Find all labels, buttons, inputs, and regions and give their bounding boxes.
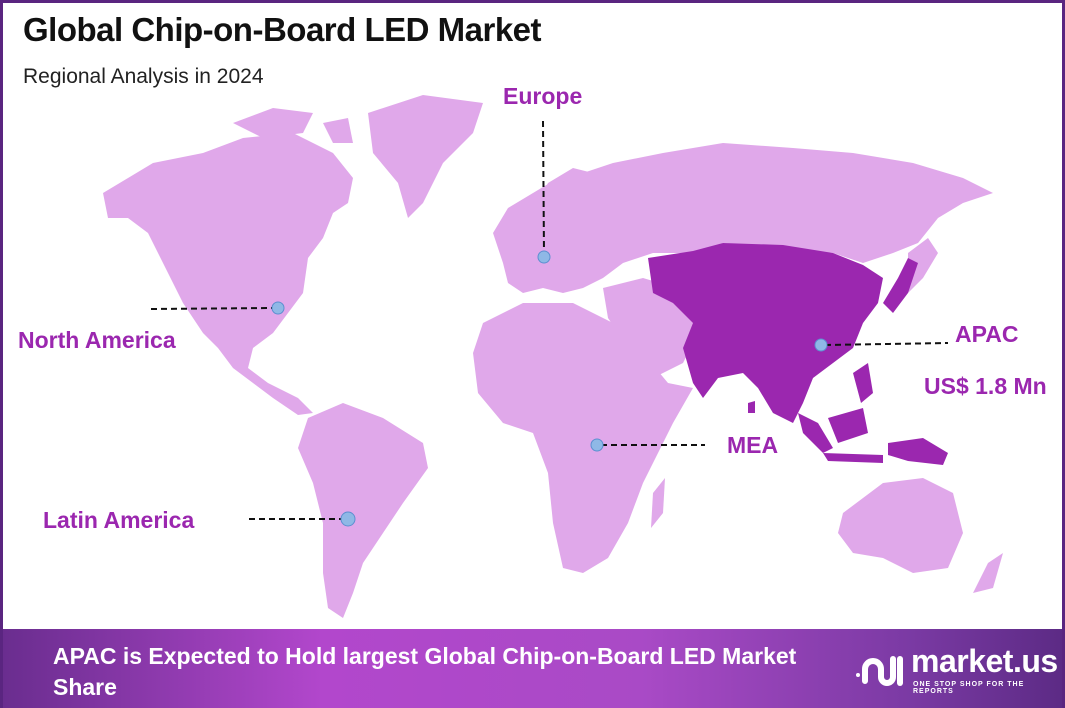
footer-banner: APAC is Expected to Hold largest Global … (3, 629, 1062, 708)
apac-marker[interactable] (814, 338, 828, 352)
apac-market-value: US$ 1.8 Mn (924, 373, 1047, 399)
label-north-america: North America (18, 327, 176, 353)
leader-lines (150, 120, 949, 520)
label-apac: APAC (955, 321, 1019, 347)
apac-region (648, 243, 948, 465)
logo-mark-icon (856, 656, 903, 686)
label-mea: MEA (727, 432, 779, 458)
logo-tagline: ONE STOP SHOP FOR THE REPORTS (913, 681, 1025, 695)
label-europe: Europe (503, 83, 583, 109)
page-subtitle: Regional Analysis in 2024 (23, 65, 264, 88)
footer-headline: APAC is Expected to Hold largest Global … (53, 643, 797, 700)
world-map (103, 95, 1003, 618)
europe-marker[interactable] (537, 250, 551, 264)
region-markers (271, 250, 828, 527)
page-title: Global Chip-on-Board LED Market (23, 11, 542, 48)
latin-america-marker[interactable] (340, 511, 356, 527)
logo-name: market.us (911, 643, 1058, 679)
north-america-marker[interactable] (271, 301, 285, 315)
mea-marker[interactable] (590, 438, 604, 452)
label-latin-america: Latin America (43, 507, 195, 533)
market-us-logo[interactable]: market.us ONE STOP SHOP FOR THE REPORTS (853, 643, 1062, 699)
land-masses (103, 95, 1003, 618)
